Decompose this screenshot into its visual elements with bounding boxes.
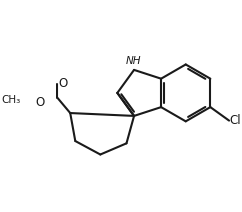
Text: O: O xyxy=(58,77,68,90)
Text: NH: NH xyxy=(126,56,141,66)
Text: Cl: Cl xyxy=(230,114,242,127)
Text: O: O xyxy=(35,96,45,109)
Text: CH₃: CH₃ xyxy=(2,95,21,105)
